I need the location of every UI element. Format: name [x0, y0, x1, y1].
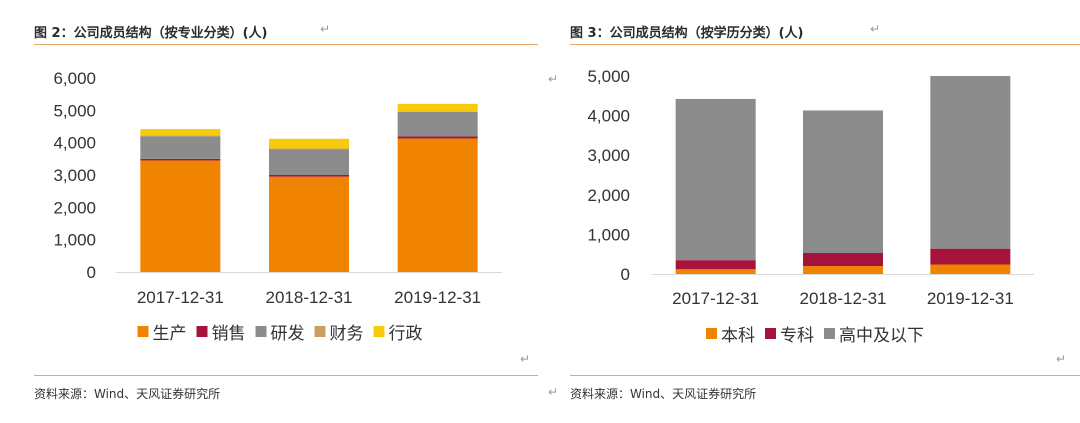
paragraph-mark: ↵: [548, 72, 559, 86]
bar-segment: [140, 158, 221, 161]
y-tick-label: 1,000: [53, 231, 96, 250]
bar-segment: [803, 253, 883, 267]
bar-segment: [140, 160, 221, 272]
paragraph-mark: ↵: [520, 352, 531, 366]
legend-label: 本科: [721, 326, 755, 345]
x-tick-label: 2018-12-31: [266, 288, 353, 307]
y-tick-label: 2,000: [53, 198, 96, 217]
bar-segment: [269, 149, 349, 175]
bar-segment: [397, 138, 478, 272]
bar-segment: [397, 111, 478, 112]
bar-segment: [930, 76, 1011, 249]
chart-right: 0 1,000 2,000 3,000 4,000 5,000 2017-12-31 2018…: [587, 67, 1034, 345]
bar-segment: [675, 98, 756, 261]
figure-title: 图 2：公司成员结构（按专业分类）(人): [34, 26, 268, 41]
bar-segment: [269, 175, 349, 177]
y-tick-label: 3,000: [587, 146, 630, 165]
legend-swatch: [706, 328, 717, 339]
legend-label: 高中及以下: [839, 326, 924, 345]
chart-left: 0 1,000 2,000 3,000 4,000 5,000 6,000 2017-12-3…: [53, 69, 502, 343]
paragraph-mark: ↵: [1056, 352, 1067, 366]
title-rule: [570, 44, 1080, 45]
y-tick-label: 2,000: [587, 186, 630, 205]
bar-segment: [675, 269, 756, 274]
legend-label: 专科: [780, 326, 814, 345]
x-tick-label: 2017-12-31: [137, 288, 224, 307]
paragraph-mark: ↵: [870, 22, 881, 36]
legend-swatch: [314, 326, 326, 337]
paragraph-mark: ↵: [320, 22, 331, 36]
bar-segment: [803, 266, 883, 274]
y-tick-label: 1,000: [587, 225, 630, 244]
legend-label: 生产: [153, 324, 187, 343]
legend-swatch: [196, 326, 208, 337]
legend-label: 研发: [271, 324, 305, 343]
y-tick-label: 0: [621, 265, 630, 284]
legend-swatch: [765, 328, 776, 339]
source-rule: [34, 375, 538, 376]
bar-segment: [397, 103, 478, 112]
source-rule: [570, 375, 1080, 376]
bar-segment: [803, 110, 883, 254]
x-tick-label: 2019-12-31: [927, 289, 1014, 308]
legend-swatch: [255, 326, 267, 337]
legend-swatch: [137, 326, 149, 337]
y-tick-label: 3,000: [53, 166, 96, 185]
bar-segment: [675, 260, 756, 270]
legend-label: 财务: [330, 324, 364, 343]
y-tick-label: 0: [87, 263, 96, 282]
legend-label: 销售: [212, 324, 246, 343]
legend-swatch: [824, 328, 835, 339]
bar-segment: [269, 138, 349, 149]
bar-segment: [397, 111, 478, 137]
y-tick-label: 6,000: [53, 69, 96, 88]
title-rule: [34, 44, 538, 45]
bar-segment: [930, 248, 1011, 265]
bar-segment: [397, 136, 478, 139]
bar-segment: [269, 176, 349, 272]
bar-segment: [140, 136, 221, 159]
y-tick-label: 5,000: [587, 67, 630, 86]
x-tick-label: 2018-12-31: [800, 289, 887, 308]
bar-segment: [140, 129, 221, 136]
source-note: 资料来源：Wind、天风证券研究所: [34, 387, 221, 401]
y-tick-label: 4,000: [53, 134, 96, 153]
bar-segment: [140, 135, 221, 137]
figure-title: 图 3：公司成员结构（按学历分类）(人): [570, 26, 804, 41]
bar-segment: [930, 264, 1011, 274]
paragraph-mark: ↵: [548, 385, 559, 399]
legend-label: 行政: [389, 324, 423, 343]
bar-segment: [269, 148, 349, 150]
x-tick-label: 2019-12-31: [394, 288, 481, 307]
y-tick-label: 5,000: [53, 101, 96, 120]
y-tick-label: 4,000: [587, 107, 630, 126]
x-tick-label: 2017-12-31: [672, 289, 759, 308]
legend-swatch: [373, 326, 385, 337]
source-note: 资料来源：Wind、天风证券研究所: [570, 387, 757, 401]
